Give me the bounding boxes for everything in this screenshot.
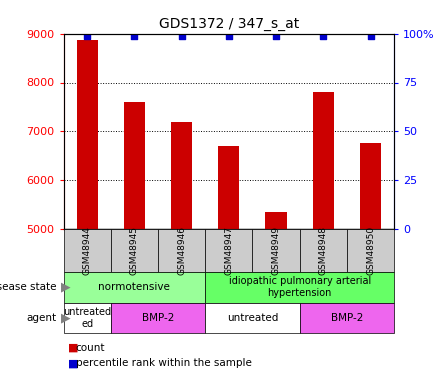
Text: GSM48946: GSM48946 bbox=[177, 226, 186, 275]
Point bbox=[225, 33, 232, 39]
Text: GSM48948: GSM48948 bbox=[319, 226, 328, 275]
Point bbox=[272, 33, 279, 39]
Bar bbox=[360, 144, 381, 375]
Text: GSM48947: GSM48947 bbox=[224, 226, 233, 275]
Title: GDS1372 / 347_s_at: GDS1372 / 347_s_at bbox=[159, 17, 299, 32]
Text: GSM48949: GSM48949 bbox=[272, 226, 281, 275]
Point bbox=[178, 33, 185, 39]
Bar bbox=[265, 211, 287, 375]
Text: normotensive: normotensive bbox=[99, 282, 170, 292]
Point bbox=[367, 33, 374, 39]
Text: ■: ■ bbox=[68, 358, 78, 368]
Text: BMP-2: BMP-2 bbox=[142, 313, 174, 323]
Text: GSM48944: GSM48944 bbox=[83, 226, 92, 275]
Bar bbox=[218, 146, 240, 375]
Text: GSM48950: GSM48950 bbox=[366, 226, 375, 275]
Bar bbox=[124, 102, 145, 375]
Text: ▶: ▶ bbox=[61, 281, 71, 294]
Point bbox=[84, 33, 91, 39]
Point bbox=[131, 33, 138, 39]
Text: untreated: untreated bbox=[227, 313, 278, 323]
Text: idiopathic pulmonary arterial
hypertension: idiopathic pulmonary arterial hypertensi… bbox=[229, 276, 371, 298]
Text: count: count bbox=[76, 343, 105, 352]
Text: agent: agent bbox=[27, 313, 57, 323]
Text: ■: ■ bbox=[68, 343, 78, 352]
Text: untreated
ed: untreated ed bbox=[63, 307, 111, 329]
Text: BMP-2: BMP-2 bbox=[331, 313, 363, 323]
Point bbox=[320, 33, 327, 39]
Bar bbox=[313, 92, 334, 375]
Text: ▶: ▶ bbox=[61, 312, 71, 324]
Text: disease state: disease state bbox=[0, 282, 57, 292]
Bar bbox=[171, 122, 192, 375]
Bar bbox=[77, 40, 98, 375]
Text: GSM48945: GSM48945 bbox=[130, 226, 139, 275]
Text: percentile rank within the sample: percentile rank within the sample bbox=[76, 358, 252, 368]
